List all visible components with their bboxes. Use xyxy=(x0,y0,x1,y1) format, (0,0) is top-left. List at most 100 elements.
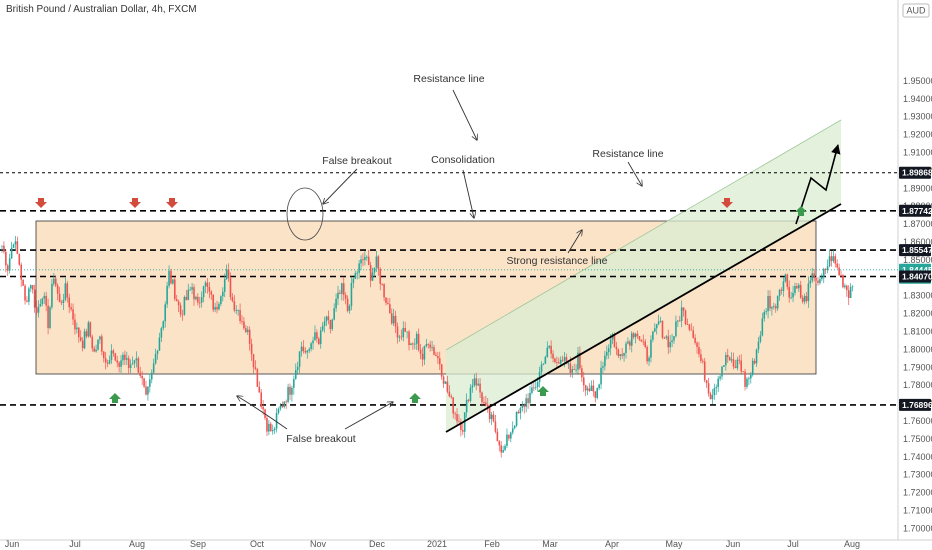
candle xyxy=(24,284,26,305)
candle-body xyxy=(312,340,314,344)
candle xyxy=(650,335,652,363)
candle-body xyxy=(705,380,708,384)
candle xyxy=(87,320,90,338)
red-arrows xyxy=(35,198,733,208)
candle-body xyxy=(732,359,735,367)
candle-body xyxy=(35,307,38,313)
candle xyxy=(698,341,700,358)
candle xyxy=(254,360,257,371)
candle-body xyxy=(723,365,725,367)
candle xyxy=(373,267,376,277)
candle-body xyxy=(675,321,677,337)
candle-body xyxy=(525,398,527,407)
candle xyxy=(483,396,485,405)
candle xyxy=(410,342,412,346)
candle-body xyxy=(753,360,756,364)
candle xyxy=(629,339,631,350)
candle xyxy=(179,302,182,318)
candle-body xyxy=(677,320,679,322)
candle-body xyxy=(488,407,491,420)
candle xyxy=(360,255,362,271)
currency-badge[interactable]: AUD xyxy=(902,3,930,18)
candle xyxy=(383,283,385,302)
candle-body xyxy=(711,394,714,400)
annotation-resistance-line-right: Resistance line xyxy=(592,148,663,160)
channel-upper-line xyxy=(445,119,842,351)
candle xyxy=(638,335,641,341)
candle-body xyxy=(690,329,693,331)
candle-body xyxy=(179,305,182,315)
level-price-tag[interactable]: 1.89868 xyxy=(899,166,932,179)
candle-body xyxy=(12,244,15,248)
candle xyxy=(387,297,389,305)
candle xyxy=(471,379,474,393)
candle-body xyxy=(801,297,804,302)
consolidation-zone xyxy=(35,220,817,375)
candle-body xyxy=(425,344,428,347)
level-price-tag[interactable]: 1.84070 xyxy=(899,270,932,283)
candle-body xyxy=(686,324,689,325)
candle xyxy=(644,338,646,349)
candle xyxy=(43,292,46,304)
candle xyxy=(663,336,666,340)
level-price-tag[interactable]: 1.76896 xyxy=(899,398,932,411)
candle xyxy=(235,305,238,315)
candle-body xyxy=(851,286,854,288)
candle-body xyxy=(671,340,673,343)
level-price-tag[interactable]: 1.87742 xyxy=(899,204,932,217)
candle-body xyxy=(847,290,850,298)
candle-body xyxy=(83,331,86,349)
candle-body xyxy=(836,263,838,268)
candle-body xyxy=(663,337,666,339)
candle-body xyxy=(844,285,846,288)
candle-body xyxy=(826,266,829,271)
candle-body xyxy=(325,316,328,322)
candle xyxy=(310,341,312,352)
candle-body xyxy=(592,385,595,392)
candle xyxy=(245,324,247,334)
candle-body xyxy=(166,285,168,305)
candle xyxy=(56,283,59,301)
candle xyxy=(563,351,566,368)
candle-body xyxy=(241,321,243,322)
candle-body xyxy=(715,387,718,389)
candle xyxy=(523,403,526,414)
candle-body xyxy=(300,346,303,352)
candle xyxy=(47,298,49,335)
candle-body xyxy=(149,379,151,387)
y-tick-label: 1.76000 xyxy=(903,416,932,426)
candle-body xyxy=(652,331,654,340)
candle-body xyxy=(438,358,441,365)
pointer-resistance-top xyxy=(452,89,477,140)
candle xyxy=(216,300,218,314)
candle xyxy=(446,375,449,394)
candle xyxy=(492,410,495,423)
candle xyxy=(273,426,276,434)
candle xyxy=(120,355,122,374)
candle-body xyxy=(606,352,608,356)
candle-body xyxy=(588,388,591,391)
candle xyxy=(694,334,696,345)
candle xyxy=(782,277,785,297)
candle xyxy=(786,273,789,290)
candle-body xyxy=(172,279,174,284)
candle-body xyxy=(26,300,28,302)
candle-body xyxy=(529,392,531,403)
level-price-tag[interactable]: 1.85547 xyxy=(899,244,932,257)
candle-body xyxy=(398,336,401,338)
y-tick-label: 1.85000 xyxy=(903,255,932,265)
candle-body xyxy=(684,310,687,325)
candle xyxy=(623,352,625,362)
candle-body xyxy=(306,350,309,353)
candle-body xyxy=(87,322,90,337)
candle-body xyxy=(1,245,3,247)
candle-body xyxy=(665,336,668,338)
price-tag-label: 1.76896 xyxy=(902,400,932,410)
candle-body xyxy=(767,295,769,312)
candle xyxy=(703,358,706,383)
candle xyxy=(548,345,550,350)
candle xyxy=(723,365,725,367)
candle-body xyxy=(563,357,566,361)
candle xyxy=(417,328,420,352)
